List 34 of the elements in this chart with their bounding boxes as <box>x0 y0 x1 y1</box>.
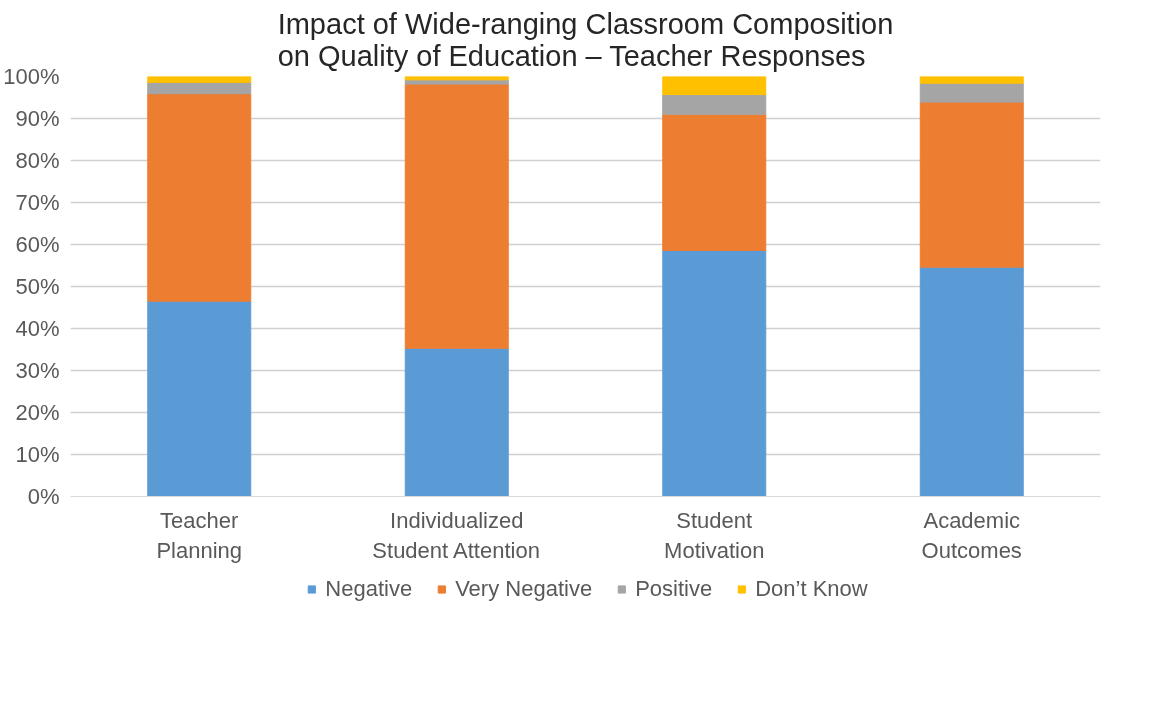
legend-label: Very Negative <box>455 576 593 602</box>
bar <box>404 347 509 497</box>
bar <box>662 76 767 96</box>
x-tick-label: Teacher Planning <box>156 507 243 563</box>
bar <box>919 101 1024 268</box>
bar <box>404 76 509 81</box>
y-tick-label: 70% <box>15 190 60 215</box>
y-tick-label: 90% <box>15 106 60 131</box>
y-tick-label: 80% <box>15 148 60 173</box>
bar <box>662 113 767 251</box>
bar <box>404 83 509 349</box>
y-tick-label: 30% <box>15 358 60 383</box>
chart-title: Impact of Wide-ranging Classroom Composition on Quality of Education – Teacher Responses <box>277 7 894 72</box>
y-tick-label: 40% <box>15 316 60 341</box>
y-tick-label: 0% <box>27 484 60 509</box>
x-tick-label: Student Motivation <box>664 507 765 563</box>
bar <box>147 300 252 497</box>
bar <box>662 94 767 115</box>
y-tick-label: 100% <box>3 64 60 89</box>
legend-label: Negative <box>325 576 413 602</box>
y-tick-label: 10% <box>15 442 60 467</box>
x-tick-label: Academic Outcomes <box>921 507 1022 563</box>
legend-label: Positive <box>635 576 713 602</box>
bar <box>919 82 1024 103</box>
y-tick-label: 50% <box>15 274 60 299</box>
y-tick-label: 60% <box>15 232 60 257</box>
legend-label: Don’t Know <box>755 576 868 602</box>
bar <box>919 76 1024 84</box>
y-tick-label: 20% <box>15 400 60 425</box>
bar <box>147 76 252 83</box>
bar <box>919 266 1024 497</box>
bar <box>147 93 252 302</box>
bar <box>662 249 767 497</box>
x-tick-label: Individualized Student Attention <box>372 507 540 563</box>
